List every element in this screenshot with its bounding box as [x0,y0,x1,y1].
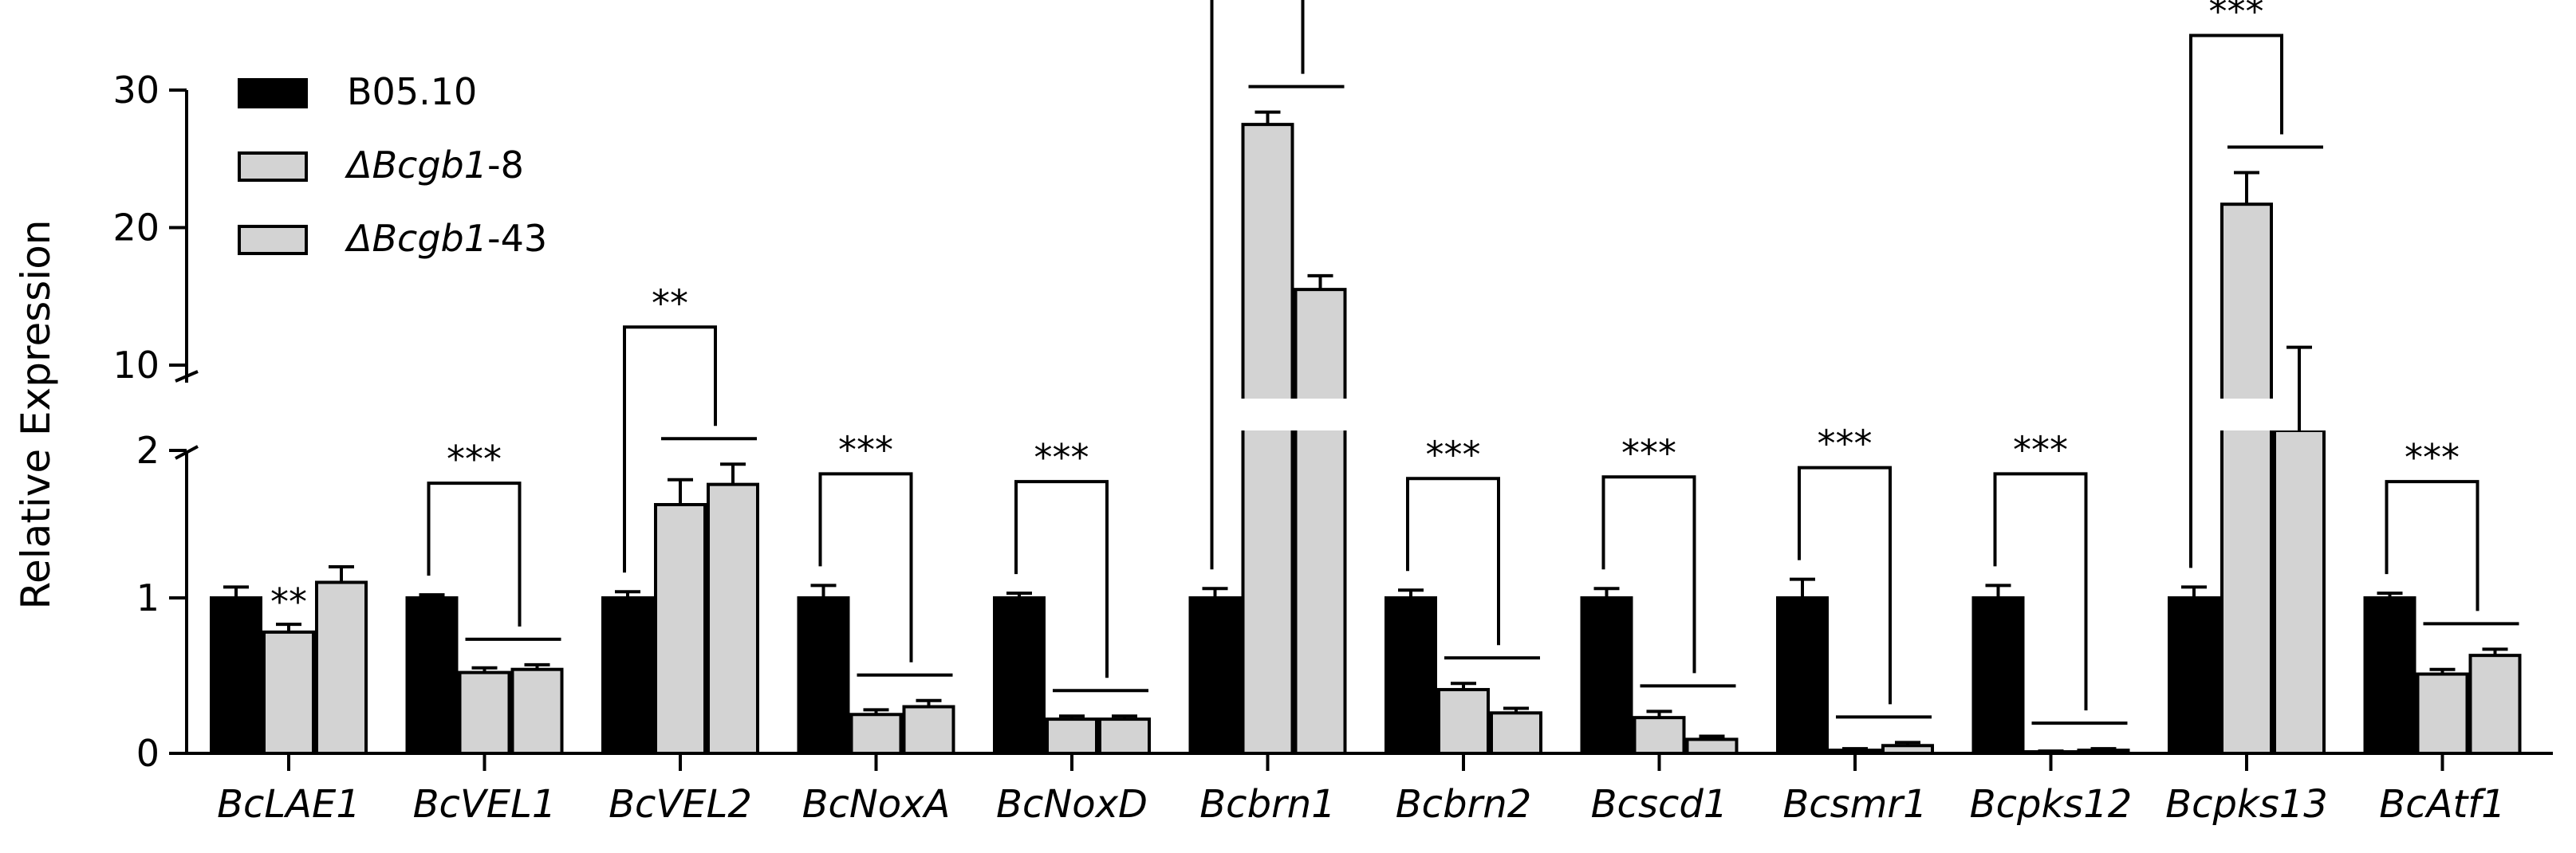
significance-bracket [1014,480,1109,678]
significance-label: *** [447,438,502,481]
y-tick-label: 30 [112,69,160,112]
bar [2220,202,2273,755]
bar [1241,123,1294,755]
bar [2168,596,2220,755]
bar [1971,596,2025,755]
bar [1098,717,1151,755]
bar [510,667,564,756]
x-tick-label: BcVEL2 [609,782,752,827]
significance-bracket [818,472,913,662]
bar [707,482,759,756]
legend-label: ΔBcgb1-8 [345,143,524,187]
y-axis-title: Relative Expression [13,220,59,610]
bar [2273,429,2326,755]
bar [2416,672,2469,755]
bar [1685,737,1739,756]
bar [797,596,850,755]
significance-bracket [427,482,522,627]
legend-label: ΔBcgb1-43 [345,217,547,260]
significance-label: *** [1621,431,1676,474]
significance-label: *** [2405,436,2460,479]
significance-layer: ********************************** [270,0,2519,725]
significance-bracket [1406,477,1500,646]
bar [1046,717,1098,755]
bar [1437,688,1490,755]
x-tick-label: Bcsmr1 [1782,782,1927,827]
x-tick-label: Bcscd1 [1591,782,1728,827]
bar [210,596,262,755]
x-tick-label: BcLAE1 [217,782,360,827]
legend-swatch [238,225,308,255]
significance-label: *** [1034,436,1089,479]
y-tick-label: 1 [136,576,160,619]
bar [1294,288,1347,755]
x-tick-label: Bcbrn1 [1199,782,1335,827]
bar-break [1240,399,1295,430]
bar [1385,596,1437,755]
x-tick-label: Bcpks12 [1970,782,2133,827]
bar-break [2220,399,2274,430]
bar [1776,596,1829,755]
y-tick-label: 10 [112,344,160,387]
bar [601,596,654,755]
x-tick-label: BcAtf1 [2379,782,2505,827]
bars-layer [210,110,2522,756]
bar [458,670,511,755]
significance-bracket [623,325,717,573]
significance-bracket [1601,475,1696,674]
x-tick-label: BcNoxA [802,782,951,827]
x-tick-label: Bcpks13 [2165,782,2328,827]
y-tick-label: 2 [136,429,160,472]
bar [405,596,459,755]
bar [315,580,368,755]
significance-label: *** [1818,423,1873,466]
bar [2363,596,2416,755]
x-tick-label: BcVEL1 [413,782,557,827]
significance-bracket [2189,33,2283,568]
bar [1188,596,1242,755]
x-tick-label: Bcbrn2 [1396,782,1531,827]
significance-label: ** [270,580,307,623]
y-tick-label: 0 [136,732,160,775]
axes-layer: BcLAE1 BcVEL1 BcVEL2 BcNoxA BcNoxD Bcbrn1 Bcbr… [112,69,2553,827]
bar [262,630,315,756]
significance-label: *** [1426,433,1481,476]
bar [849,713,903,755]
significance-label: *** [838,428,893,471]
bar [902,705,955,755]
bar-break [1293,399,1348,430]
bar [993,596,1046,755]
significance-label: *** [2209,0,2264,33]
legend-swatch [238,151,308,182]
significance-bracket [2385,480,2479,611]
legend-swatch [238,78,308,108]
significance-bracket [1993,472,2088,711]
significance-bracket [1798,466,1892,705]
y-tick-label: 20 [112,206,160,250]
legend-label: B05.10 [347,70,477,113]
significance-bracket [1210,0,1305,570]
bar [1490,711,1542,755]
x-tick-label: BcNoxD [996,782,1148,827]
axis-break-mark [175,370,199,383]
bar [2468,654,2522,756]
bar [654,503,707,755]
significance-label: ** [652,281,688,324]
significance-label: *** [2013,428,2068,471]
legend: B05.10 ΔBcgb1-8 ΔBcgb1-43 [238,70,547,260]
bar [1633,716,1686,756]
axis-break-mark [175,445,199,460]
bar [1580,596,1633,755]
